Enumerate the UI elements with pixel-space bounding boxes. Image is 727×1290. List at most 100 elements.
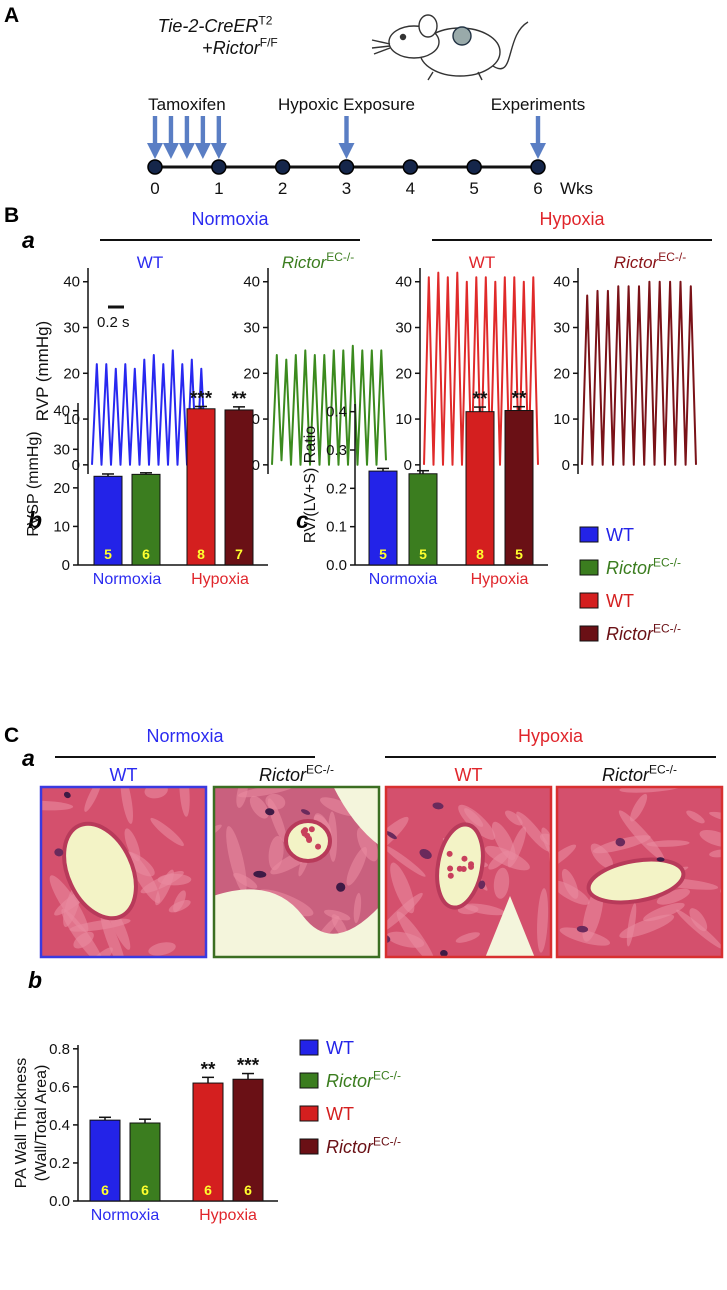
cell-nucleus xyxy=(78,490,86,501)
red-blood-cell xyxy=(468,863,475,870)
y-tick-label: 20 xyxy=(63,365,80,382)
legend-label: WT xyxy=(606,525,634,545)
tissue-fiber xyxy=(537,888,549,953)
tissue-fiber xyxy=(559,927,611,946)
scale-bar-label: 0.2 s xyxy=(97,314,130,331)
tissue-fiber xyxy=(268,835,284,871)
tissue-fiber xyxy=(464,808,484,827)
prefix: + xyxy=(202,38,213,58)
cell-nucleus xyxy=(259,422,271,436)
tissue-fiber xyxy=(236,786,248,808)
cell-nucleus xyxy=(174,766,181,772)
red-blood-cell xyxy=(447,872,454,879)
cell-nucleus xyxy=(89,667,100,678)
cell-nucleus xyxy=(260,237,273,250)
tissue-fiber xyxy=(346,846,368,886)
cell-nucleus xyxy=(0,646,4,659)
timeline-node xyxy=(211,159,227,175)
bar xyxy=(408,473,438,566)
cell-nucleus xyxy=(416,237,428,248)
cell-nucleus xyxy=(124,703,136,716)
cell-nucleus xyxy=(101,758,109,768)
significance-label: ** xyxy=(201,1059,216,1080)
tissue-fiber xyxy=(484,845,530,871)
bar xyxy=(368,470,398,566)
image-title: WT xyxy=(110,765,138,785)
cell-nucleus xyxy=(241,745,253,756)
n-label: 6 xyxy=(142,546,150,562)
name: Rictor xyxy=(282,253,328,272)
cell-nucleus xyxy=(576,925,589,933)
cell-nucleus xyxy=(530,979,539,988)
cell-nucleus xyxy=(62,645,71,654)
tissue-fiber xyxy=(491,821,516,861)
y-tick-label: 40 xyxy=(63,274,80,291)
name: Rictor xyxy=(602,765,650,785)
cell-nucleus xyxy=(554,297,565,306)
image-border xyxy=(384,785,553,959)
cell-nucleus xyxy=(432,802,444,810)
timeline-node xyxy=(466,159,482,175)
cell-nucleus xyxy=(525,1080,535,1089)
cell-nucleus xyxy=(19,620,33,633)
event-arrow xyxy=(338,116,355,159)
bar xyxy=(93,475,123,566)
y-tick-label: 20 xyxy=(53,480,70,497)
cell-nucleus xyxy=(615,837,626,847)
cell-nucleus xyxy=(583,1019,592,1030)
name: WT xyxy=(326,1104,354,1124)
event-arrow xyxy=(147,116,163,159)
cell-nucleus xyxy=(268,333,281,346)
cell-nucleus xyxy=(3,574,12,582)
red-blood-cell xyxy=(461,855,468,862)
cell-nucleus xyxy=(100,753,111,766)
panel-label: C xyxy=(4,724,19,747)
legend-swatch xyxy=(299,1105,319,1122)
superscript: EC-/- xyxy=(373,1134,401,1148)
cell-nucleus xyxy=(353,961,367,973)
legend-swatch xyxy=(579,559,599,576)
y-tick-label: 30 xyxy=(53,441,70,458)
tissue-fiber xyxy=(643,902,685,922)
cell-nucleus xyxy=(101,711,114,724)
cell-nucleus xyxy=(73,640,85,654)
superscript: EC-/- xyxy=(326,250,354,264)
tissue-fiber xyxy=(150,817,184,847)
y-tick-label: 10 xyxy=(53,518,70,535)
timeline-node xyxy=(274,159,291,175)
cell-nucleus xyxy=(94,764,105,776)
tissue-fiber xyxy=(619,914,675,939)
cell-nucleus xyxy=(4,583,16,593)
timeline-node xyxy=(147,159,163,175)
cell-nucleus xyxy=(377,1027,390,1041)
name: Rictor xyxy=(259,765,307,785)
tissue-fiber xyxy=(493,867,510,899)
cell-nucleus xyxy=(126,642,138,653)
name: WT xyxy=(455,765,483,785)
cell-nucleus xyxy=(478,880,486,890)
y-tick-label: 40 xyxy=(53,403,70,420)
group-label: Normoxia xyxy=(369,571,438,588)
genotype-title: Tie-2-CreERT2 xyxy=(158,13,273,36)
cell-nucleus xyxy=(78,555,90,569)
trace-title: RictorEC-/- xyxy=(614,250,686,272)
y-tick-label: 40 xyxy=(553,274,570,291)
y-tick-label: 0.4 xyxy=(326,404,347,421)
superscript: F/F xyxy=(260,35,278,49)
y-tick-label: 0.0 xyxy=(326,557,347,574)
subpanel-label: a xyxy=(22,745,35,771)
name: WT xyxy=(137,253,163,272)
red-blood-cell xyxy=(315,843,322,850)
cell-nucleus xyxy=(107,683,119,696)
cell-nucleus xyxy=(27,637,42,652)
n-label: 5 xyxy=(515,546,523,562)
image-title: RictorEC-/- xyxy=(602,762,677,785)
cell-nucleus xyxy=(0,623,13,636)
cell-nucleus xyxy=(0,586,8,598)
cell-nucleus xyxy=(144,666,153,674)
panel-label: A xyxy=(4,4,19,27)
cell-nucleus xyxy=(265,808,275,816)
bar xyxy=(131,473,161,566)
tissue-fiber xyxy=(157,873,192,886)
